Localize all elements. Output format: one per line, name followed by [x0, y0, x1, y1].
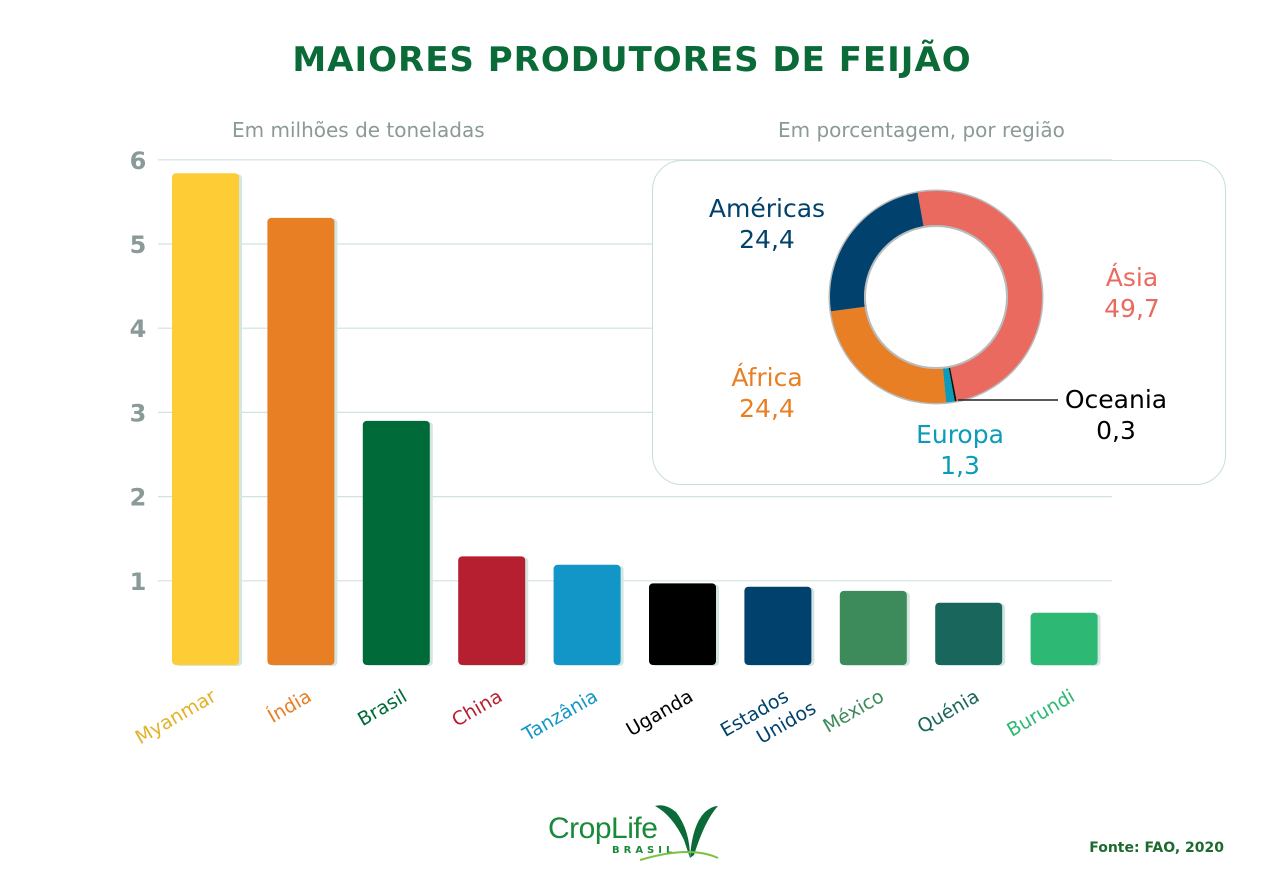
slice-value: 24,4	[739, 225, 795, 254]
slice-américas	[830, 192, 924, 312]
logo: CropLife	[548, 812, 658, 845]
source-note: Fonte: FAO, 2020	[1089, 840, 1224, 856]
slice-label: Oceania	[1065, 385, 1167, 414]
slice-value: 49,7	[1104, 294, 1160, 323]
page-title: Maiores produtores de feijão	[292, 40, 972, 80]
slice-value: 1,3	[940, 451, 980, 480]
bar-china	[458, 556, 526, 665]
slice-ásia	[917, 191, 1043, 401]
logo-sub: BRASIL	[612, 845, 677, 856]
y-tick-label: 6	[130, 147, 147, 175]
bar-méxico	[839, 590, 907, 665]
slice-value: 0,3	[1096, 416, 1136, 445]
slice-label: Europa	[916, 420, 1004, 449]
bar-índia	[267, 217, 335, 665]
y-tick-label: 5	[130, 231, 147, 259]
bar-burundi	[1030, 612, 1098, 665]
bar-quénia	[935, 602, 1003, 665]
y-tick-label: 3	[130, 399, 147, 427]
slice-label: África	[731, 363, 802, 392]
bar-brasil	[362, 420, 430, 665]
slice-oceania	[948, 367, 957, 402]
bar-chart-subtitle: Em milhões de toneladas	[232, 118, 485, 142]
bar-estados-unidos	[744, 586, 812, 665]
pie-chart-subtitle: Em porcentagem, por região	[778, 118, 1065, 142]
bar-tanzânia	[553, 564, 621, 665]
slice-áfrica	[830, 306, 947, 403]
slice-europa	[942, 367, 955, 403]
slice-label: Ásia	[1106, 263, 1158, 292]
slice-value: 24,4	[739, 394, 795, 423]
bar-uganda	[649, 583, 716, 665]
y-tick-label: 2	[130, 484, 147, 512]
slice-label: Américas	[709, 194, 825, 223]
y-tick-label: 1	[130, 568, 147, 596]
bar-myanmar	[172, 173, 239, 665]
y-tick-label: 4	[130, 315, 147, 343]
donut-hole	[864, 225, 1008, 369]
